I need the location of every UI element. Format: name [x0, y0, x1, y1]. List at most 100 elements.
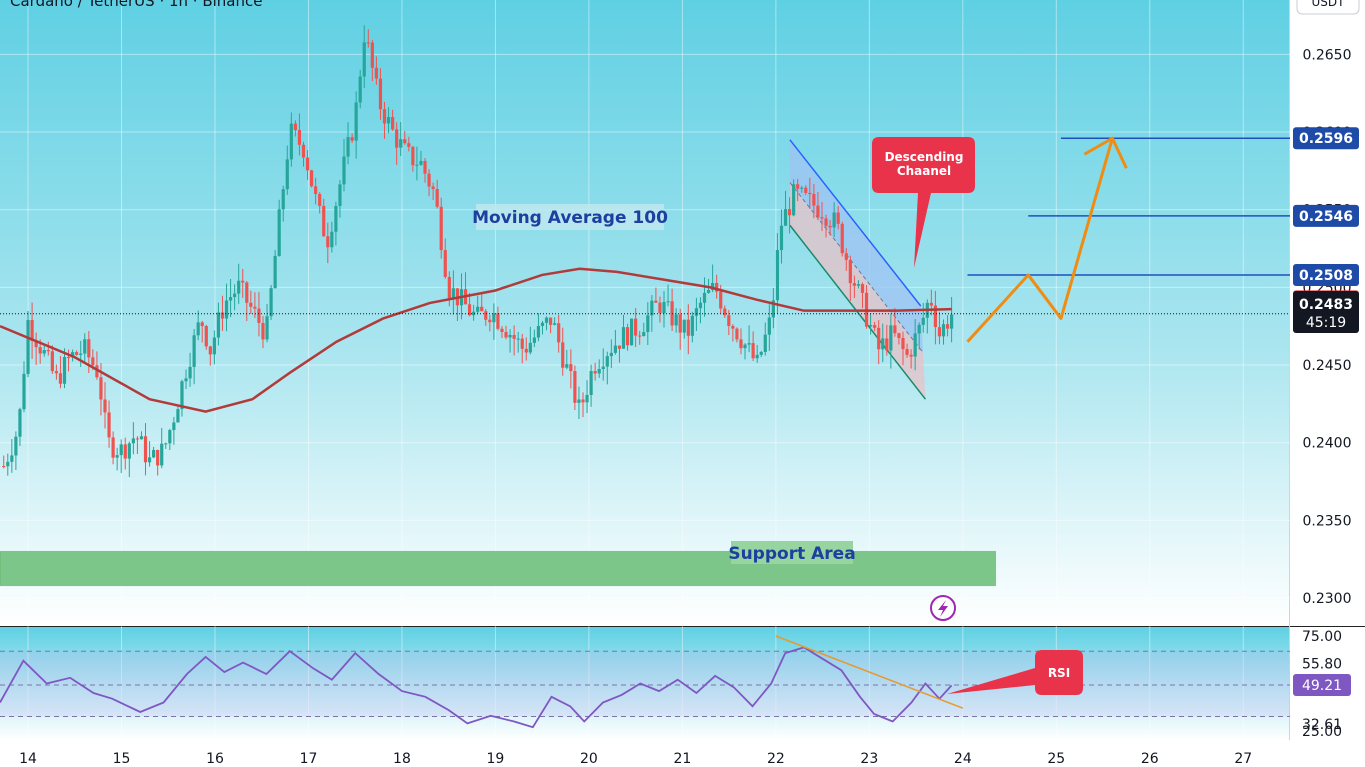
- candle-up: [917, 324, 921, 334]
- candle-up: [921, 317, 925, 325]
- price-pane-background: [0, 0, 1290, 626]
- candle-down: [512, 334, 516, 339]
- candle-down: [852, 283, 856, 286]
- candle-up: [743, 344, 747, 349]
- candle-down: [836, 212, 840, 224]
- ma-line: [0, 267, 952, 413]
- candle-down: [581, 399, 585, 403]
- candle-up: [621, 327, 626, 349]
- candle-up: [152, 449, 156, 458]
- x-tick-label: 23: [860, 751, 878, 767]
- candle-down: [443, 250, 447, 277]
- candle-up: [698, 302, 703, 309]
- candle-up: [160, 443, 164, 466]
- candle-up: [779, 225, 784, 251]
- candle-up: [131, 438, 135, 444]
- candle-down: [305, 157, 310, 171]
- candle-down: [411, 146, 415, 166]
- candle-down: [727, 315, 731, 327]
- candle-down: [723, 308, 727, 316]
- candle-down: [909, 354, 913, 357]
- candle-down: [220, 312, 225, 319]
- candle-down: [427, 173, 431, 187]
- currency-box[interactable]: [1296, 0, 1360, 15]
- rsi-band: [0, 651, 1290, 717]
- candle-up: [71, 352, 75, 358]
- candle-up: [613, 345, 617, 353]
- candle-down: [625, 327, 630, 346]
- candle-up: [22, 373, 26, 410]
- candle-down: [50, 351, 54, 372]
- candle-up: [694, 308, 699, 316]
- candle-up: [127, 443, 131, 459]
- current-price-tag: 0.2483 45:19: [1293, 291, 1359, 333]
- candle-down: [38, 347, 42, 354]
- candle-down: [548, 317, 553, 325]
- candle-up: [711, 282, 715, 290]
- candle-up: [763, 334, 767, 352]
- candle-down: [561, 342, 565, 368]
- candle-down: [293, 123, 297, 131]
- candle-down: [435, 188, 439, 207]
- candle-down: [245, 282, 249, 303]
- candle-down: [87, 339, 91, 358]
- candle-up: [476, 306, 480, 312]
- y-tick-label: 0.2350: [1303, 513, 1352, 529]
- x-tick-label: 20: [580, 751, 598, 767]
- channel-label-1: Descending: [885, 150, 964, 164]
- candle-down: [678, 314, 682, 333]
- candle-up: [792, 184, 796, 216]
- rsi-line: [0, 646, 953, 729]
- y-tick-label: 0.2300: [1303, 591, 1352, 607]
- price-tag: [1293, 204, 1359, 227]
- candle-down: [877, 327, 881, 350]
- resistance-levels: [0, 137, 1290, 315]
- candle-down: [937, 327, 942, 337]
- candle-down: [370, 42, 374, 68]
- candle-down: [739, 339, 743, 349]
- candle-up: [771, 300, 775, 318]
- rsi-tick-label: 25.00: [1302, 724, 1342, 740]
- candle-up: [553, 323, 557, 325]
- candle-down: [103, 399, 107, 413]
- candle-up: [472, 311, 476, 316]
- candle-down: [297, 130, 302, 145]
- candle-down: [524, 348, 528, 353]
- candle-down: [638, 335, 642, 337]
- rsi-tick-label: 32.61: [1302, 717, 1342, 733]
- candle-down: [403, 139, 407, 144]
- candle-up: [419, 160, 423, 165]
- candle-down: [751, 343, 755, 359]
- candle-down: [617, 345, 622, 349]
- candle-down: [447, 276, 451, 299]
- candle-down: [326, 236, 330, 248]
- support-label: Support Area: [728, 544, 855, 564]
- candle-up: [216, 312, 221, 338]
- chart-title: Cardano / TetherUS · 1h · Binance: [10, 0, 262, 10]
- candle-down: [318, 194, 322, 206]
- candle-up: [285, 159, 289, 190]
- price-tag: [1293, 127, 1359, 150]
- alert-icon[interactable]: [930, 595, 956, 621]
- candle-up: [565, 364, 569, 368]
- current-price: 0.2483: [1299, 297, 1353, 313]
- candle-up: [706, 289, 711, 293]
- currency-label: USDT: [1312, 0, 1346, 9]
- candle-down: [46, 350, 50, 352]
- candle-up: [233, 293, 237, 298]
- rsi-callout-label: RSI: [1048, 666, 1070, 680]
- channel-label-2: Chaanel: [897, 164, 951, 178]
- support-label-bg: [731, 541, 853, 564]
- y-tick-label: 0.2450: [1303, 358, 1352, 374]
- candle-down: [893, 325, 897, 334]
- candle-down: [54, 371, 58, 374]
- candle-down: [322, 205, 326, 237]
- candle-down: [241, 280, 245, 283]
- candle-up: [265, 316, 269, 340]
- candle-down: [391, 117, 395, 130]
- candle-down: [593, 371, 597, 374]
- x-tick-label: 15: [113, 751, 131, 767]
- candle-down: [75, 352, 79, 355]
- candle-down: [257, 308, 261, 323]
